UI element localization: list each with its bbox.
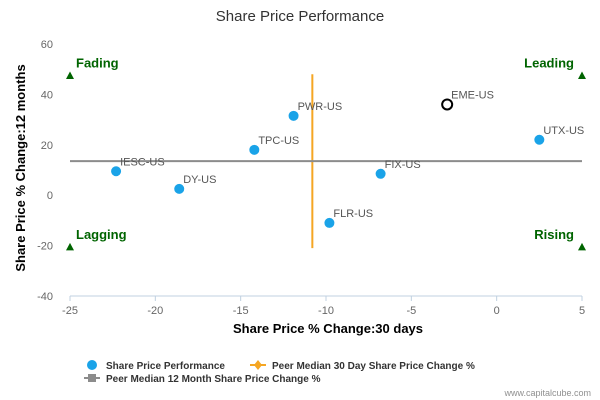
x-tick-label: -20	[147, 305, 163, 317]
x-tick-label: -5	[406, 305, 416, 317]
legend-label: Share Price Performance	[106, 361, 225, 372]
point-iesc-us[interactable]	[111, 166, 122, 177]
legend-label: Peer Median 30 Day Share Price Change %	[272, 361, 475, 372]
y-tick-label: 0	[47, 190, 53, 202]
point-label-dy-us: DY-US	[183, 174, 216, 186]
point-fix-us[interactable]	[375, 168, 386, 179]
point-label-tpc-us: TPC-US	[258, 135, 299, 147]
y-tick-label: -20	[37, 241, 53, 253]
x-axis-ticks: -25 -20 -15 -10 -5 0 5	[62, 296, 585, 317]
legend-item[interactable]: Share Price Performance	[87, 360, 225, 372]
point-label-iesc-us: IESC-US	[120, 156, 165, 168]
point-label-eme-us: EME-US	[451, 89, 494, 101]
quadrant-leading-marker	[578, 71, 586, 79]
quadrant-leading-label: Leading	[524, 56, 574, 71]
y-tick-label: 60	[41, 39, 53, 51]
point-label-utx-us: UTX-US	[543, 125, 584, 137]
credit-text: www.capitalcube.com	[503, 388, 591, 398]
legend-item[interactable]: Peer Median 12 Month Share Price Change …	[84, 374, 321, 385]
y-axis-title: Share Price % Change:12 months	[13, 64, 28, 271]
y-axis-ticks: -40 -20 0 20 40 60	[37, 39, 53, 303]
point-flr-us[interactable]	[324, 217, 335, 228]
legend-square-icon	[88, 374, 96, 382]
quadrant-fading-label: Fading	[76, 56, 119, 71]
x-tick-label: -15	[233, 305, 249, 317]
point-eme-us[interactable]	[441, 98, 454, 111]
point-label-fix-us: FIX-US	[385, 159, 421, 171]
plot-area: -25 -20 -15 -10 -5 0 5 -40 -20 0 20 40 60 Fading Lea…	[37, 39, 586, 317]
point-dy-us[interactable]	[174, 183, 185, 194]
legend-label: Peer Median 12 Month Share Price Change …	[106, 374, 321, 385]
legend[interactable]: Share Price Performance Peer Median 30 Da…	[84, 360, 475, 385]
x-tick-label: -25	[62, 305, 78, 317]
x-axis-title: Share Price % Change:30 days	[233, 321, 423, 336]
point-tpc-us[interactable]	[249, 144, 260, 155]
point-pwr-us[interactable]	[288, 110, 299, 121]
point-utx-us[interactable]	[534, 134, 545, 145]
quadrant-labels: Fading Leading Lagging Rising	[66, 56, 586, 251]
quadrant-lagging-label: Lagging	[76, 227, 127, 242]
legend-item[interactable]: Peer Median 30 Day Share Price Change %	[250, 360, 475, 372]
y-tick-label: 20	[41, 140, 53, 152]
x-tick-label: 0	[494, 305, 500, 317]
chart-title: Share Price Performance	[216, 8, 384, 25]
quadrant-rising-marker	[578, 242, 586, 251]
x-tick-label: 5	[579, 305, 585, 317]
data-points: EME-US UTX-US PWR-US TPC-US IESC-US DY-US FIX-…	[111, 89, 584, 228]
y-tick-label: 40	[41, 89, 53, 101]
x-tick-label: -10	[318, 305, 334, 317]
quadrant-rising-label: Rising	[534, 227, 574, 242]
quadrant-fading-marker	[66, 71, 74, 79]
y-tick-label: -40	[37, 291, 53, 303]
reference-lines	[70, 74, 582, 249]
legend-circle-icon	[87, 360, 97, 370]
point-label-flr-us: FLR-US	[333, 208, 373, 220]
point-label-pwr-us: PWR-US	[298, 101, 343, 113]
legend-diamond-icon	[254, 360, 262, 370]
quadrant-lagging-marker	[66, 242, 74, 251]
